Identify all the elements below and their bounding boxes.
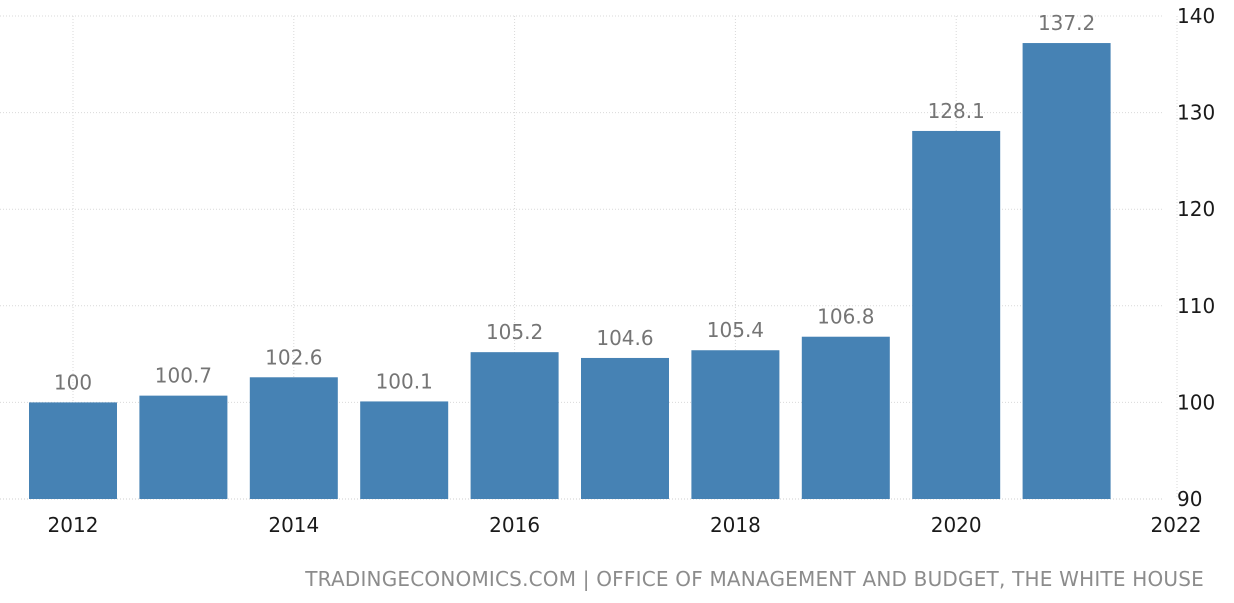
data-label-2012: 100 — [54, 370, 92, 394]
bar-2021 — [1022, 43, 1111, 499]
x-axis-ticks: 2012 2014 2016 2018 2020 2022 — [48, 513, 1202, 537]
x-tick-label: 2018 — [710, 513, 761, 537]
bar-2018 — [691, 350, 780, 499]
x-tick-label: 2014 — [268, 513, 319, 537]
x-tick-label: 2022 — [1151, 513, 1202, 537]
y-tick-label: 90 — [1177, 487, 1202, 511]
data-label-2016: 105.2 — [486, 320, 543, 344]
data-label-2019: 106.8 — [817, 305, 874, 329]
data-label-2021: 137.2 — [1038, 11, 1095, 35]
data-labels: 100 100.7 102.6 100.1 105.2 104.6 105.4 106.8 12… — [54, 11, 1095, 394]
source-credit: TRADINGECONOMICS.COM | OFFICE OF MANAGEM… — [305, 567, 1204, 591]
bar-2016 — [470, 352, 559, 499]
bar-2012 — [29, 402, 117, 499]
x-tick-label: 2012 — [48, 513, 99, 537]
data-label-2014: 102.6 — [265, 345, 322, 369]
data-label-2018: 105.4 — [707, 318, 764, 342]
y-tick-label: 100 — [1177, 390, 1215, 414]
bar-chart: 100 100.7 102.6 100.1 105.2 104.6 105.4 106.8 12… — [0, 4, 1215, 537]
y-tick-label: 130 — [1177, 101, 1215, 125]
bar-2017 — [581, 357, 669, 499]
data-label-2015: 100.1 — [376, 369, 433, 393]
data-label-2020: 128.1 — [928, 99, 985, 123]
bar-2013 — [139, 395, 228, 499]
bar-2020 — [912, 130, 1001, 500]
data-label-2017: 104.6 — [596, 326, 653, 350]
x-tick-label: 2020 — [931, 513, 982, 537]
bar-2014 — [249, 377, 338, 499]
y-tick-label: 120 — [1177, 197, 1215, 221]
y-tick-label: 140 — [1177, 4, 1215, 28]
bar-2015 — [360, 401, 449, 499]
data-label-2013: 100.7 — [155, 364, 212, 388]
y-tick-label: 110 — [1177, 294, 1215, 318]
bars — [29, 43, 1111, 500]
x-tick-label: 2016 — [489, 513, 540, 537]
y-axis-ticks: 90 100 110 120 130 140 — [1177, 4, 1215, 511]
bar-2019 — [801, 336, 890, 499]
